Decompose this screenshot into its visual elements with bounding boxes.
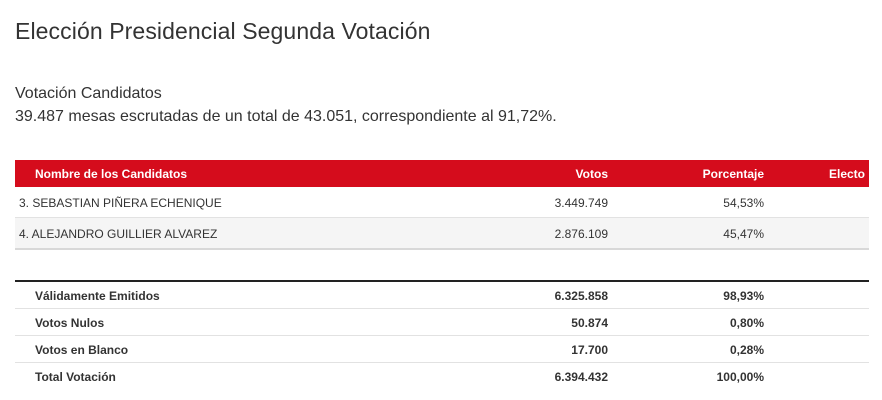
totals-label: Total Votación [35,370,116,384]
totals-row: Votos en Blanco 17.700 0,28% [15,336,869,363]
candidates-table: Nombre de los Candidatos Votos Porcentaj… [15,160,869,250]
totals-row: Votos Nulos 50.874 0,80% [15,309,869,336]
column-header-elected: Electo [828,167,865,181]
candidate-row: 3. SEBASTIAN PIÑERA ECHENIQUE 3.449.749 … [15,187,869,218]
totals-votes: 6.325.858 [554,289,608,303]
candidate-row: 4. ALEJANDRO GUILLIER ALVAREZ 2.876.109 … [15,218,869,250]
totals-label: Votos en Blanco [35,343,129,357]
totals-label: Votos Nulos [35,316,105,330]
candidate-votes: 2.876.109 [554,227,608,241]
column-header-votes: Votos [575,167,608,181]
totals-percent: 0,28% [729,343,764,357]
totals-row: Total Votación 6.394.432 100,00% [15,363,869,389]
column-header-percent: Porcentaje [702,167,764,181]
candidates-table-header: Nombre de los Candidatos Votos Porcentaj… [15,160,869,187]
candidate-percent: 45,47% [723,227,764,241]
candidate-name: 3. SEBASTIAN PIÑERA ECHENIQUE [19,196,222,210]
candidate-votes: 3.449.749 [554,196,608,210]
totals-table: Válidamente Emitidos 6.325.858 98,93% Vo… [15,280,869,389]
count-summary: 39.487 mesas escrutadas de un total de 4… [15,108,557,125]
section-title: Votación Candidatos [15,85,162,102]
candidate-name: 4. ALEJANDRO GUILLIER ALVAREZ [19,227,218,241]
totals-label: Válidamente Emitidos [35,289,160,303]
page-title: Elección Presidencial Segunda Votación [15,18,431,44]
totals-percent: 0,80% [729,316,764,330]
totals-votes: 6.394.432 [554,370,608,384]
totals-votes: 50.874 [571,316,608,330]
totals-percent: 98,93% [723,289,764,303]
totals-percent: 100,00% [716,370,764,384]
candidate-percent: 54,53% [723,196,764,210]
totals-row: Válidamente Emitidos 6.325.858 98,93% [15,282,869,309]
totals-votes: 17.700 [571,343,608,357]
column-header-name: Nombre de los Candidatos [35,167,188,181]
